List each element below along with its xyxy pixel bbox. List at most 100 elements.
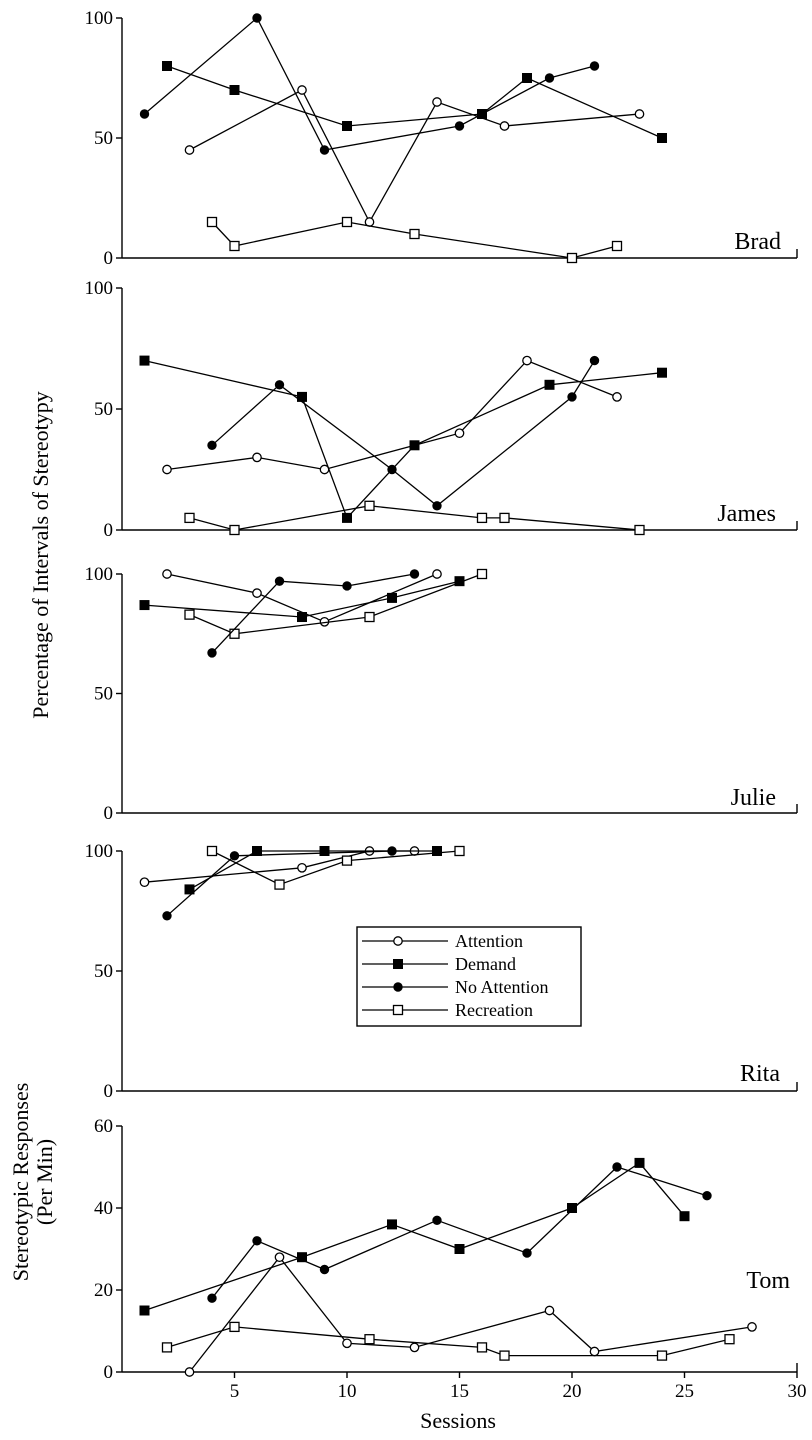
data-point (319, 145, 330, 155)
data-point (319, 846, 330, 856)
data-point (274, 1252, 285, 1263)
y-tick-label: 0 (104, 1081, 114, 1102)
data-point (162, 911, 172, 921)
data-point (342, 1338, 352, 1349)
series-line (144, 359, 663, 520)
data-point (162, 61, 172, 71)
series-attention (162, 355, 622, 475)
data-point (589, 61, 600, 71)
data-point (499, 512, 510, 524)
x-tick-label: 10 (338, 1381, 357, 1402)
data-point (184, 884, 195, 895)
data-point (432, 501, 442, 511)
data-point (387, 464, 397, 475)
data-point (229, 628, 240, 639)
data-point (476, 1342, 488, 1353)
series-line (211, 1166, 708, 1299)
x-tick-label: 20 (563, 1381, 582, 1402)
series-recreation (161, 1321, 735, 1361)
data-point (206, 216, 218, 228)
data-point (364, 500, 375, 511)
legend-label: Demand (455, 954, 516, 974)
data-point (747, 1322, 757, 1332)
plot-layer: 050100Brad050100James050100Julie050100Ri… (85, 8, 807, 1402)
data-point (544, 73, 555, 83)
data-point (567, 392, 577, 402)
data-point (342, 581, 352, 591)
series-line (189, 850, 437, 890)
data-point (634, 524, 645, 536)
data-point (656, 1350, 668, 1361)
y-tick-label: 50 (94, 128, 113, 149)
data-point (229, 1321, 240, 1333)
data-point (432, 97, 442, 107)
data-point (184, 1367, 195, 1377)
data-point (409, 1342, 420, 1353)
data-point (612, 1162, 622, 1172)
data-point (139, 355, 150, 366)
series-line (144, 1162, 685, 1312)
legend: Attention Demand No Attention Recreation (356, 926, 582, 1027)
data-point (274, 380, 285, 390)
panel-label-julie: Julie (731, 785, 776, 811)
data-point (252, 588, 262, 598)
data-point (162, 569, 172, 579)
series-line (211, 573, 415, 654)
data-point (702, 1191, 712, 1201)
data-point (544, 379, 555, 390)
data-point (341, 216, 353, 228)
data-point (297, 1252, 307, 1263)
data-point (342, 512, 352, 523)
data-point (567, 1203, 577, 1213)
data-point (454, 845, 465, 857)
data-point (139, 600, 150, 611)
x-tick-label: 30 (788, 1381, 807, 1402)
data-point (544, 1305, 555, 1316)
series-line (144, 580, 460, 618)
data-point (162, 464, 172, 475)
data-point (409, 228, 420, 240)
legend-label: Attention (455, 931, 523, 951)
panel-julie: 0 50 100 Julie (85, 564, 798, 824)
data-point (589, 1346, 600, 1357)
data-point (634, 109, 645, 119)
series-line (166, 1326, 730, 1357)
data-point (229, 240, 240, 252)
data-point (184, 145, 195, 155)
panel-label-brad: Brad (734, 229, 781, 255)
data-point (634, 1157, 645, 1168)
panel-tom: 0 20 40 60 5 10 15 20 25 30 Tom (94, 1116, 807, 1402)
data-point (364, 1334, 375, 1345)
y-tick-label: 0 (104, 1362, 114, 1383)
data-point (139, 109, 150, 119)
y-tick-label: 100 (85, 278, 114, 299)
data-point (724, 1334, 735, 1345)
y-tick-label: 40 (94, 1198, 113, 1219)
data-point (139, 1305, 150, 1316)
x-axis-title: Sessions (420, 1408, 496, 1433)
data-point (252, 13, 262, 23)
data-point (499, 121, 510, 131)
data-point (297, 85, 307, 95)
data-point (522, 355, 532, 366)
data-point (252, 846, 262, 856)
panel-rita: 0 50 100 Rita (85, 841, 798, 1102)
y-tick-label: 20 (94, 1280, 113, 1301)
series-no-attention (139, 13, 600, 155)
x-tick-label: 15 (450, 1381, 469, 1402)
series-recreation (184, 500, 645, 536)
series-attention (162, 569, 442, 627)
series-line (166, 573, 438, 623)
data-point (432, 846, 442, 856)
legend-item-demand: Demand (362, 954, 516, 974)
data-point (566, 252, 578, 264)
data-point (341, 855, 353, 866)
data-point (342, 121, 352, 131)
data-point (657, 367, 667, 378)
data-point (364, 611, 375, 623)
data-point (612, 392, 622, 402)
y-tick-label: 0 (104, 248, 114, 269)
y-axis-title: Percentage of Intervals of Stereotypy (28, 391, 53, 718)
data-point (432, 1215, 442, 1226)
data-point (454, 121, 465, 131)
